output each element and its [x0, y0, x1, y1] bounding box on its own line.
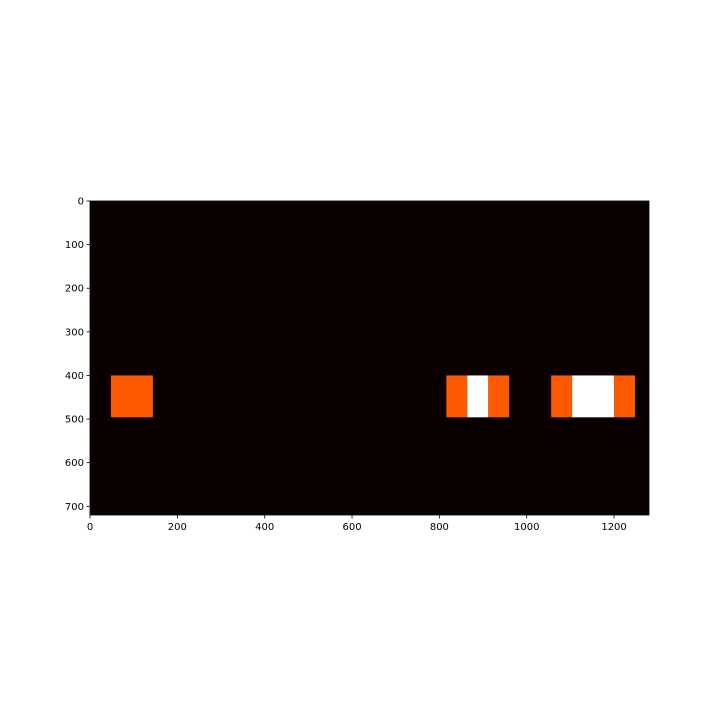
y-tick-label: 600 [65, 458, 84, 469]
x-tick-label: 1200 [601, 522, 626, 533]
y-tick-label: 100 [65, 240, 84, 251]
heatmap-cell-5 [572, 375, 615, 418]
x-tick-label: 0 [87, 522, 93, 533]
y-tick-label: 400 [65, 371, 84, 382]
heatmap-cell-3 [488, 375, 510, 418]
y-tick-label: 300 [65, 327, 84, 338]
heatmap-cell-4 [551, 375, 573, 418]
x-tick-label: 1000 [514, 522, 539, 533]
x-tick-label: 800 [430, 522, 449, 533]
y-tick-label: 700 [65, 502, 84, 513]
y-tick-label: 0 [78, 197, 84, 208]
heatmap-cell-2 [467, 375, 489, 418]
x-axis: 0 200 400 600 800 1000 1200 [87, 515, 627, 533]
y-tick-label: 200 [65, 284, 84, 295]
x-tick-label: 400 [255, 522, 274, 533]
plot-frame [89, 200, 650, 516]
heatmap-cell-6 [614, 375, 636, 418]
x-tick-label: 600 [342, 522, 361, 533]
plot-area [89, 200, 650, 516]
heatmap-cell-0 [110, 375, 153, 418]
heatmap-cell-1 [446, 375, 468, 418]
x-tick-label: 200 [168, 522, 187, 533]
heatmap-background [90, 201, 649, 515]
y-axis: 0 100 200 300 400 500 600 700 [65, 197, 90, 513]
y-tick-label: 500 [65, 415, 84, 426]
